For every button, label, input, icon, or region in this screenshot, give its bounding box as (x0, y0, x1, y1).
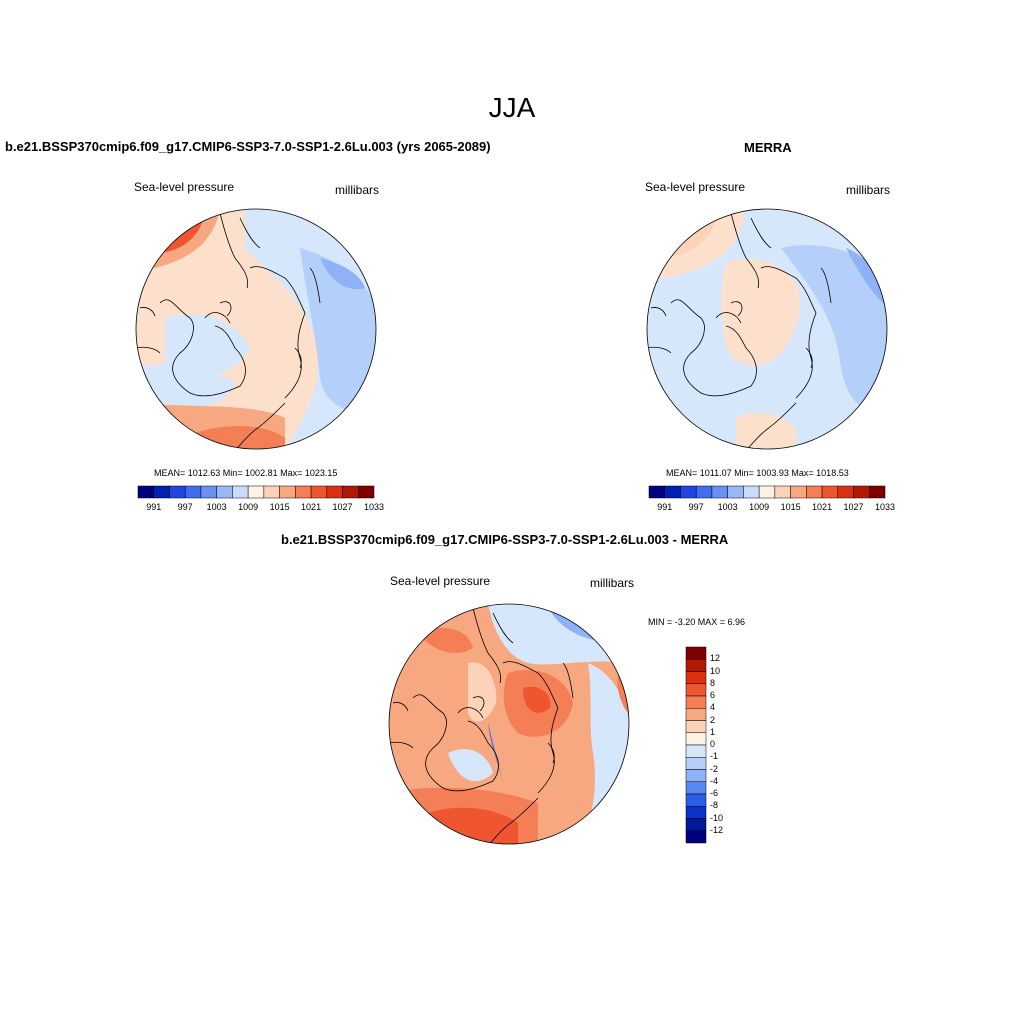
diff-colorbar-tick: 4 (710, 702, 716, 713)
obs-colorbar-tick: 991 (657, 502, 673, 512)
diff-colorbar-tick: 2 (710, 714, 716, 725)
model-colorbar-box (153, 485, 170, 499)
model-colorbar-box (263, 485, 280, 499)
diff-colorbar-box (685, 818, 707, 831)
diff-colorbar-tick: 12 (710, 653, 721, 664)
diff-colorbar-box (685, 720, 707, 733)
model-colorbar-box (342, 485, 359, 499)
model-colorbar-ticks: 991 997 1003 1009 1015 1021 1027 1033 (138, 502, 384, 514)
model-colorbar-box (295, 485, 312, 499)
model-colorbar-tick: 1003 (206, 502, 227, 512)
diff-colorbar-tick: 8 (710, 677, 716, 688)
obs-colorbar-box (837, 485, 854, 499)
model-units-label: millibars (335, 183, 380, 197)
model-colorbar-box (279, 485, 296, 499)
diff-colorbar-tick: 0 (710, 739, 716, 749)
diff-colorbar-box (685, 671, 707, 684)
model-colorbar-tick: 1033 (363, 502, 385, 512)
diff-colorbar-tick: -12 (710, 824, 724, 835)
obs-colorbar-box (711, 485, 728, 499)
obs-colorbar-box (727, 485, 744, 499)
model-colorbar-tick: 1015 (269, 502, 290, 512)
obs-variable-label: Sea-level pressure (645, 180, 746, 194)
diff-colorbar-tick: -6 (710, 788, 719, 798)
obs-colorbar-tick: 997 (688, 502, 704, 512)
obs-colorbar-box (821, 485, 839, 499)
diff-colorbar-box (685, 793, 707, 807)
diff-panel-title: b.e21.BSSP370cmip6.f09_g17.CMIP6-SSP3-7.… (281, 532, 729, 547)
diff-colorbar-tick: -2 (710, 763, 719, 774)
diff-colorbar-tick: -10 (710, 812, 724, 823)
diff-colorbar-box (685, 781, 707, 795)
model-colorbar-tick: 1021 (301, 502, 322, 512)
figure-title: JJA (488, 92, 536, 123)
model-colorbar-tick: 997 (177, 502, 193, 512)
obs-panel-title: MERRA (744, 140, 792, 155)
diff-polar-map (388, 603, 630, 845)
model-colorbar-box (200, 485, 217, 499)
diff-colorbar-box (685, 830, 707, 844)
model-colorbar-box (169, 485, 186, 499)
obs-colorbar-tick: 1021 (812, 502, 833, 512)
model-colorbar-box (326, 485, 343, 499)
obs-colorbar-box (648, 485, 665, 499)
model-colorbar-tick: 1027 (332, 502, 353, 512)
diff-colorbar (685, 646, 707, 844)
diff-colorbar-ticks: 12 10 8 6 4 2 1 0 -1 -2 -4 -6 -8 -10 -12 (710, 647, 750, 843)
diff-variable-label: Sea-level pressure (390, 574, 491, 588)
diff-colorbar-tick: -4 (710, 775, 719, 786)
model-colorbar-box (216, 485, 233, 499)
model-colorbar-box (247, 485, 265, 499)
diff-colorbar-tick: -8 (710, 800, 719, 811)
diff-colorbar-tick: 6 (710, 690, 716, 700)
diff-colorbar-box (685, 769, 707, 782)
model-stats-text: MEAN= 1012.63 Min= 1002.81 Max= 1023.15 (154, 468, 338, 478)
diff-colorbar-box (685, 708, 707, 721)
diff-colorbar-box (685, 744, 707, 758)
obs-colorbar-box (758, 485, 776, 499)
obs-colorbar-box (774, 485, 791, 499)
diff-stats-text: MIN = -3.20 MAX = 6.96 (648, 617, 746, 627)
model-colorbar-tick: 991 (146, 502, 162, 512)
model-colorbar-box (232, 485, 249, 499)
diff-colorbar-box (685, 659, 707, 672)
diff-units-label: millibars (590, 576, 635, 590)
diff-colorbar-box (685, 683, 707, 697)
obs-colorbar-tick: 1003 (717, 502, 738, 512)
model-variable-label: Sea-level pressure (134, 180, 235, 194)
model-colorbar-box (184, 485, 202, 499)
model-colorbar-tick: 1009 (238, 502, 259, 512)
obs-colorbar-box (869, 485, 886, 499)
diff-colorbar-box (685, 806, 707, 819)
obs-colorbar-tick: 1009 (749, 502, 770, 512)
obs-colorbar-tick: 1015 (780, 502, 801, 512)
obs-colorbar-box (743, 485, 760, 499)
obs-colorbar-tick: 1033 (874, 502, 896, 512)
obs-colorbar-box (695, 485, 713, 499)
obs-colorbar-ticks: 991 997 1003 1009 1015 1021 1027 1033 (649, 502, 895, 514)
model-colorbar (137, 485, 375, 499)
obs-colorbar-box (680, 485, 697, 499)
model-colorbar-box (310, 485, 328, 499)
model-polar-map (135, 208, 377, 450)
diff-colorbar-tick: -1 (710, 751, 719, 762)
diff-colorbar-box (685, 732, 707, 746)
obs-colorbar-box (790, 485, 807, 499)
diff-colorbar-tick: 1 (710, 726, 716, 737)
model-colorbar-box (137, 485, 154, 499)
obs-colorbar-box (853, 485, 870, 499)
diff-colorbar-box (685, 646, 707, 660)
diff-colorbar-box (685, 695, 707, 709)
obs-polar-map (646, 208, 888, 450)
diff-colorbar-box (685, 757, 707, 770)
obs-colorbar-box (664, 485, 681, 499)
obs-units-label: millibars (846, 183, 891, 197)
model-panel-title: b.e21.BSSP370cmip6.f09_g17.CMIP6-SSP3-7.… (5, 139, 491, 154)
model-colorbar-box (358, 485, 375, 499)
obs-colorbar (648, 485, 886, 499)
obs-stats-text: MEAN= 1011.07 Min= 1003.93 Max= 1018.53 (666, 468, 849, 478)
obs-colorbar-tick: 1027 (843, 502, 864, 512)
diff-colorbar-tick: 10 (710, 665, 721, 676)
obs-colorbar-box (806, 485, 823, 499)
